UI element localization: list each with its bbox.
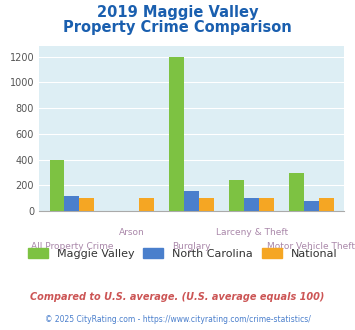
Bar: [244, 198, 259, 211]
Bar: [169, 56, 184, 211]
Bar: [289, 173, 304, 211]
Bar: [65, 196, 80, 211]
Bar: [184, 191, 199, 211]
Bar: [50, 160, 65, 211]
Bar: [319, 198, 334, 211]
Bar: [229, 180, 244, 211]
Text: Motor Vehicle Theft: Motor Vehicle Theft: [267, 242, 355, 251]
Text: Larceny & Theft: Larceny & Theft: [215, 228, 288, 237]
Text: All Property Crime: All Property Crime: [31, 242, 113, 251]
Bar: [139, 198, 154, 211]
Legend: Maggie Valley, North Carolina, National: Maggie Valley, North Carolina, National: [23, 244, 342, 263]
Bar: [199, 198, 214, 211]
Text: Burglary: Burglary: [173, 242, 211, 251]
Text: © 2025 CityRating.com - https://www.cityrating.com/crime-statistics/: © 2025 CityRating.com - https://www.city…: [45, 315, 310, 324]
Bar: [304, 201, 319, 211]
Bar: [80, 198, 94, 211]
Text: 2019 Maggie Valley: 2019 Maggie Valley: [97, 5, 258, 20]
Text: Property Crime Comparison: Property Crime Comparison: [63, 20, 292, 35]
Text: Arson: Arson: [119, 228, 145, 237]
Bar: [259, 198, 274, 211]
Text: Compared to U.S. average. (U.S. average equals 100): Compared to U.S. average. (U.S. average …: [30, 292, 325, 302]
